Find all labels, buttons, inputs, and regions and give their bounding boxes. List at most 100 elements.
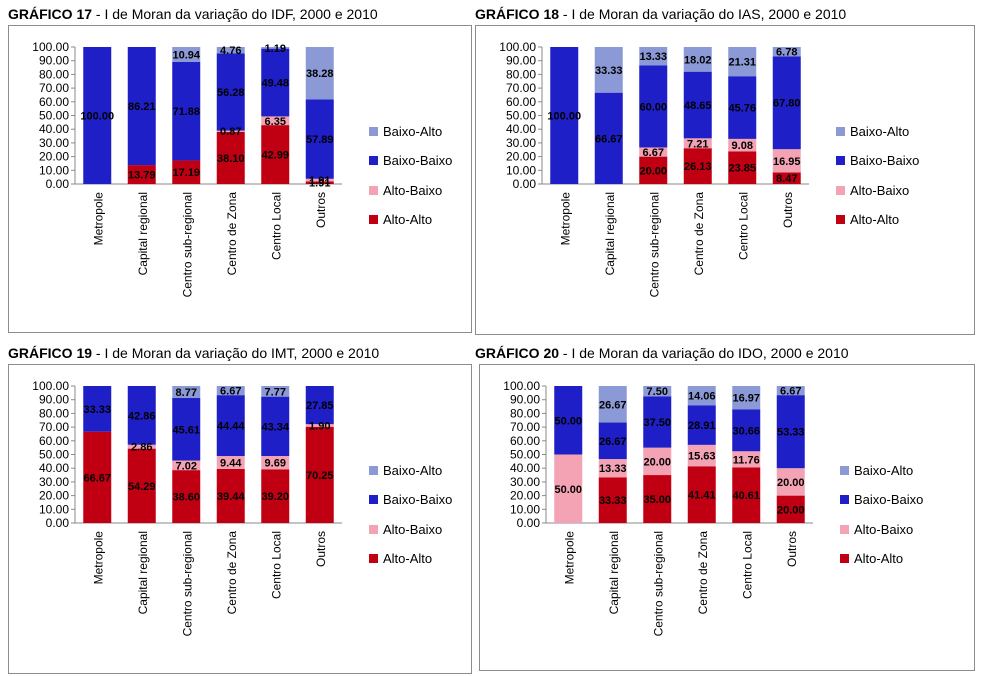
data-label: 20.00 — [777, 504, 805, 516]
chart-frame: 100.00 90.00 80.00 70.00 60.00 50.00 40.00 30.0… — [475, 25, 975, 335]
bar-baixo-alto — [687, 385, 716, 406]
chart-title-label: GRÁFICO 18 — [475, 6, 560, 22]
bar-alto-baixo — [305, 178, 334, 182]
bar-alto-alto — [127, 165, 156, 184]
data-label: 40.61 — [732, 490, 760, 502]
x-tick-label: Centro Local — [740, 531, 754, 599]
data-label: 20.00 — [777, 477, 805, 489]
bar-baixo-baixo — [594, 92, 623, 184]
bar-alto-baixo — [261, 116, 290, 126]
bar-baixo-alto — [172, 386, 201, 399]
x-tick-label: Capital regional — [607, 531, 621, 614]
data-label: 86.21 — [128, 101, 156, 113]
data-label: 71.88 — [172, 106, 200, 118]
bar-alto-baixo — [216, 130, 245, 132]
chart-title-label: GRÁFICO 20 — [475, 345, 560, 361]
bar-alto-alto — [683, 148, 712, 184]
bar-alto-baixo — [728, 138, 757, 152]
bar-baixo-baixo — [127, 385, 156, 445]
chart-svg: 100.0090.0080.0070.0060.0050.0040.0030.0… — [503, 379, 923, 636]
bar-baixo-baixo — [598, 422, 627, 460]
bar-alto-alto — [305, 426, 334, 523]
y-tick-label: 100.00 — [499, 40, 536, 54]
bar-alto-baixo — [598, 459, 627, 478]
bar-alto-alto — [83, 431, 112, 523]
data-label: 57.89 — [306, 134, 334, 146]
y-tick-label: 50.00 — [506, 109, 536, 123]
y-tick-label: 60.00 — [510, 434, 540, 448]
y-tick-label: 90.00 — [510, 393, 540, 407]
data-label: 39.20 — [261, 491, 289, 503]
data-label: 6.67 — [780, 386, 801, 398]
data-label: 7.77 — [265, 386, 286, 398]
bar-baixo-baixo — [261, 396, 290, 457]
data-label: 33.33 — [599, 495, 627, 507]
bar-baixo-baixo — [687, 405, 716, 445]
bar-alto-baixo — [127, 444, 156, 449]
y-tick-label: 50.00 — [39, 448, 69, 462]
y-tick-label: 80.00 — [506, 67, 536, 81]
y-tick-label: 100.00 — [32, 40, 69, 54]
bar-baixo-baixo — [683, 71, 712, 139]
legend-swatch-baixo-baixo — [840, 495, 849, 504]
data-label: 8.77 — [176, 387, 197, 399]
legend-swatch-alto-baixo — [840, 525, 849, 534]
legend-swatch-alto-alto — [369, 215, 378, 224]
y-tick-label: 50.00 — [510, 448, 540, 462]
legend-label: Alto-Baixo — [850, 183, 909, 198]
bar-alto-baixo — [216, 456, 245, 469]
data-label: 9.44 — [220, 458, 242, 470]
y-tick-label: 30.00 — [510, 475, 540, 489]
x-tick-label: Capital regional — [603, 192, 617, 275]
y-tick-label: 0.00 — [513, 177, 537, 191]
bar-baixo-baixo — [554, 386, 583, 455]
bar-baixo-baixo — [127, 47, 156, 166]
bar-alto-baixo — [172, 460, 201, 471]
x-tick-label: Outros — [314, 531, 328, 567]
y-tick-label: 30.00 — [39, 475, 69, 489]
bar-baixo-baixo — [643, 396, 672, 448]
data-label: 50.00 — [554, 415, 582, 427]
x-tick-label: Centro Local — [269, 531, 283, 599]
data-label: 38.28 — [306, 68, 334, 80]
data-label: 48.65 — [684, 100, 712, 112]
chart-title: GRÁFICO 17 - I de Moran da variação do I… — [8, 6, 378, 22]
chart-svg: 100.0090.0080.0070.0060.0050.0040.0030.0… — [499, 40, 919, 297]
data-label: 13.79 — [128, 170, 156, 182]
bar-alto-baixo — [639, 147, 668, 157]
y-tick-label: 0.00 — [46, 516, 70, 530]
bar-baixo-alto — [172, 46, 201, 62]
y-tick-label: 100.00 — [32, 379, 69, 393]
bar-alto-alto — [643, 475, 672, 523]
bar-alto-alto — [598, 477, 627, 523]
bar-alto-baixo — [732, 451, 761, 468]
legend-label: Alto-Alto — [854, 551, 903, 566]
y-tick-label: 40.00 — [39, 461, 69, 475]
bar-baixo-baixo — [172, 61, 201, 161]
y-tick-label: 0.00 — [46, 177, 70, 191]
chart-title-text: - I de Moran da variação do IMT, 2000 e … — [92, 345, 380, 361]
y-tick-label: 90.00 — [39, 54, 69, 68]
bar-baixo-alto — [216, 46, 245, 54]
data-label: 26.13 — [684, 161, 712, 173]
x-tick-label: Centro de Zona — [696, 531, 710, 615]
data-label: 1.91 — [309, 178, 330, 190]
x-tick-label: Centro Local — [736, 192, 750, 260]
bar-baixo-alto — [639, 47, 668, 66]
bar-baixo-baixo — [261, 48, 290, 117]
data-label: 50.00 — [554, 484, 582, 496]
legend-swatch-alto-baixo — [369, 186, 378, 195]
legend-swatch-baixo-alto — [369, 127, 378, 136]
bar-baixo-baixo — [639, 65, 668, 148]
x-tick-label: Centro de Zona — [692, 192, 706, 276]
data-label: 16.95 — [773, 156, 801, 168]
bar-baixo-alto — [598, 386, 627, 423]
legend-label: Alto-Baixo — [854, 522, 913, 537]
y-tick-label: 60.00 — [506, 95, 536, 109]
bar-alto-alto — [261, 125, 290, 184]
bar-alto-alto — [772, 172, 801, 184]
data-label: 16.97 — [732, 393, 760, 405]
data-label: 0.87 — [220, 126, 241, 138]
bar-baixo-alto — [305, 47, 334, 100]
chart-title: GRÁFICO 18 - I de Moran da variação do I… — [475, 6, 846, 22]
